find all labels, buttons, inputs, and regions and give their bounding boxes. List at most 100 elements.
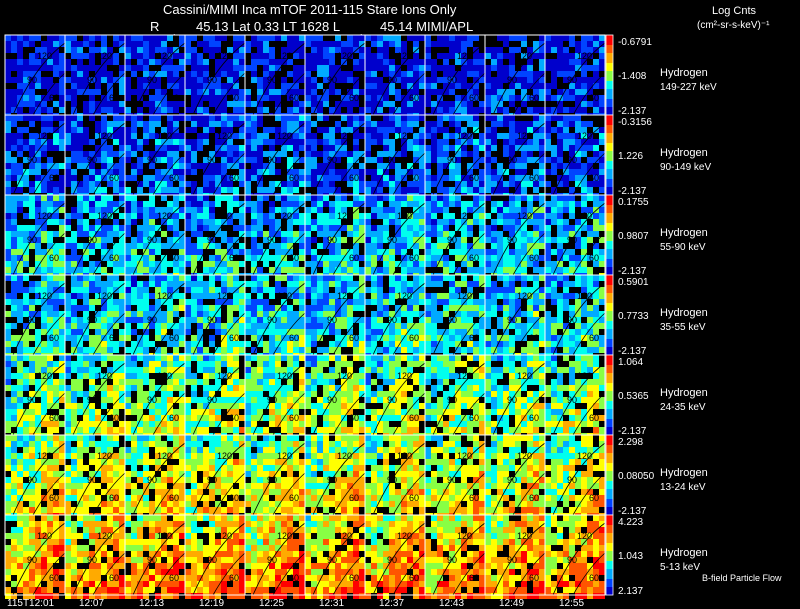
row-energy-label: 55-90 keV <box>660 242 706 253</box>
contour-label: 90 <box>147 475 157 485</box>
contour-label: 120 <box>277 51 292 61</box>
colorbar-max-label: -0.6791 <box>618 37 652 48</box>
spectro-panel: 90 120 60 <box>424 354 486 439</box>
contour-label: 120 <box>457 451 472 461</box>
contour-label: 90 <box>447 555 457 565</box>
contour-label: 90 <box>507 555 517 565</box>
contour-label: 90 <box>267 395 277 405</box>
spectro-panel: 90 120 60 <box>184 514 246 599</box>
contour-label: 120 <box>277 451 292 461</box>
row-energy-label: 35-55 keV <box>660 322 706 333</box>
row-species-label: Hydrogen <box>660 67 708 79</box>
subtitle-position: 45.13 Lat 0.33 LT 1628 L <box>196 19 340 34</box>
contour-label: 60 <box>589 173 599 183</box>
colorbar-min-label: 2.137 <box>618 586 643 597</box>
contour-label: 90 <box>147 235 157 245</box>
spectro-panel: 90 120 60 <box>304 194 366 279</box>
contour-label: 120 <box>37 291 52 301</box>
spectro-panel: 90 120 60 <box>184 434 246 519</box>
contour-label: 120 <box>577 131 592 141</box>
contour-label: 90 <box>207 155 217 165</box>
contour-label: 120 <box>37 451 52 461</box>
spectro-panel: 90 120 60 <box>364 274 426 359</box>
contour-label: 120 <box>37 131 52 141</box>
contour-label: 90 <box>207 555 217 565</box>
colorbar-mid-label: 1.226 <box>618 151 643 162</box>
contour-label: 90 <box>507 395 517 405</box>
contour-label: 90 <box>27 155 37 165</box>
spectro-panel: 90 120 60 <box>364 354 426 439</box>
spectro-panel: 90 120 60 <box>184 194 246 279</box>
spectro-panel: 90 120 60 <box>4 34 66 119</box>
b-field-flow-label: B-field Particle Flow <box>702 573 782 583</box>
contour-label: 60 <box>169 573 179 583</box>
contour-label: 90 <box>267 155 277 165</box>
colorbar: -0.6791 -1.408 -2.137 <box>605 34 652 117</box>
contour-label: 90 <box>267 75 277 85</box>
units-label-line1: Log Cnts <box>712 5 757 17</box>
contour-label: 60 <box>529 93 539 103</box>
spectro-panel: 90 120 60 <box>64 354 126 439</box>
spectro-panel: 90 120 60 <box>484 274 546 359</box>
time-tick-label: 115T12:01 <box>7 598 55 609</box>
contour-label: 120 <box>157 531 172 541</box>
spectro-panel: 90 120 60 <box>244 194 306 279</box>
contour-label: 120 <box>337 451 352 461</box>
contour-label: 90 <box>567 75 577 85</box>
contour-label: 90 <box>267 315 277 325</box>
time-tick-label: 12:19 <box>199 598 224 609</box>
contour-label: 60 <box>589 333 599 343</box>
spectro-panel: 90 120 60 <box>424 514 486 599</box>
row-energy-label: 90-149 keV <box>660 162 711 173</box>
contour-label: 60 <box>469 493 479 503</box>
subtitle-source: 45.14 MIMI/APL <box>380 19 473 34</box>
spectro-panel: 90 120 60 <box>4 114 66 199</box>
contour-label: 60 <box>529 333 539 343</box>
row-species-label: Hydrogen <box>660 307 708 319</box>
contour-label: 60 <box>589 413 599 423</box>
contour-label: 60 <box>589 573 599 583</box>
spectro-panel: 90 120 60 <box>364 514 426 599</box>
spectro-panel: 90 120 60 <box>364 434 426 519</box>
spectro-panel: 90 120 60 <box>424 194 486 279</box>
contour-label: 60 <box>589 253 599 263</box>
contour-label: 90 <box>147 155 157 165</box>
contour-label: 120 <box>217 211 232 221</box>
energy-row: 90 120 60 90 120 60 90 120 60 90 120 60 90 120 60 90 120… <box>4 354 708 439</box>
contour-label: 90 <box>567 475 577 485</box>
contour-label: 60 <box>349 93 359 103</box>
colorbar: 1.064 0.5365 -2.137 <box>605 354 649 437</box>
units-label-line2: (cm²-sr-s-keV)⁻¹ <box>697 20 770 31</box>
spectro-panel: 90 120 60 <box>64 114 126 199</box>
contour-label: 120 <box>217 51 232 61</box>
contour-label: 120 <box>577 51 592 61</box>
contour-label: 120 <box>157 211 172 221</box>
contour-label: 90 <box>207 475 217 485</box>
contour-label: 90 <box>567 555 577 565</box>
contour-label: 120 <box>577 531 592 541</box>
contour-label: 90 <box>87 235 97 245</box>
spectro-panel: 90 120 60 <box>304 274 366 359</box>
spectro-panel: 90 120 60 <box>304 434 366 519</box>
contour-label: 120 <box>157 291 172 301</box>
contour-label: 90 <box>447 475 457 485</box>
spectro-panel: 90 120 60 <box>184 114 246 199</box>
spectro-panel: 90 120 60 <box>484 354 546 439</box>
contour-label: 120 <box>517 291 532 301</box>
spectro-panel: 90 120 60 <box>424 114 486 199</box>
contour-label: 120 <box>157 51 172 61</box>
contour-label: 60 <box>289 573 299 583</box>
energy-row: 90 120 60 90 120 60 90 120 60 90 120 60 90 120 60 90 120… <box>4 114 711 199</box>
contour-label: 90 <box>327 235 337 245</box>
colorbar-mid-label: 0.7733 <box>618 311 649 322</box>
contour-label: 60 <box>49 173 59 183</box>
spectro-panel: 90 120 60 <box>484 114 546 199</box>
contour-label: 120 <box>37 51 52 61</box>
contour-label: 90 <box>327 315 337 325</box>
contour-label: 60 <box>49 573 59 583</box>
row-species-label: Hydrogen <box>660 147 708 159</box>
row-species-label: Hydrogen <box>660 387 708 399</box>
contour-label: 60 <box>289 493 299 503</box>
contour-label: 60 <box>289 413 299 423</box>
